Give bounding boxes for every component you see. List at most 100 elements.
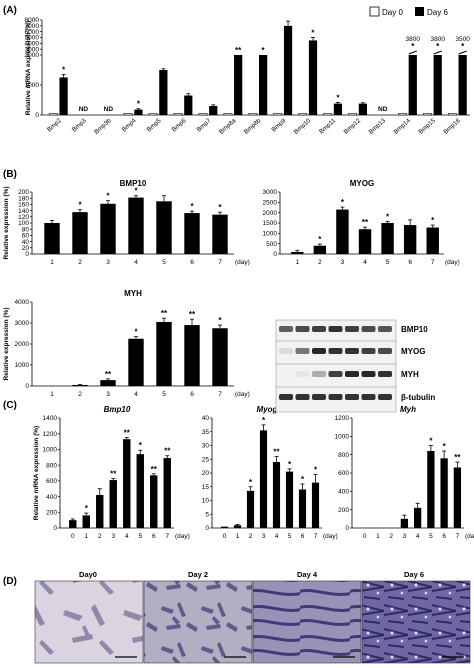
bar-day6 xyxy=(59,77,68,115)
y-tick-label: 800 xyxy=(338,452,349,459)
y-tick-label: 1000 xyxy=(25,82,40,89)
bar xyxy=(313,245,327,254)
bar-day6 xyxy=(283,25,293,115)
bar xyxy=(272,462,281,528)
bar xyxy=(311,482,320,528)
y-tick-label: 40 xyxy=(202,415,210,422)
x-category-label: Bmp3 xyxy=(71,117,88,134)
blot-band xyxy=(378,371,392,377)
blot-band xyxy=(295,348,310,354)
blot-band xyxy=(279,326,293,332)
x-tick-label: 5 xyxy=(288,533,292,540)
y-axis-label: Relative expression (%) xyxy=(3,187,10,260)
x-category-label: Bmp10 xyxy=(293,117,313,136)
x-category-label: Bmp8a xyxy=(218,117,238,136)
panel-b-myh-chart: 0 1000 2000 3000 4000 MYH Relative expression … xyxy=(3,289,250,398)
y-tick-label: 15 xyxy=(202,484,210,491)
significance-marker: * xyxy=(134,187,138,196)
chart-title: MYOG xyxy=(350,179,374,188)
x-tick-label: 3 xyxy=(111,533,115,540)
broken-bar-value: 3800 xyxy=(430,36,445,43)
significance-marker: * xyxy=(436,42,440,51)
bar xyxy=(220,526,229,528)
significance-marker: ** xyxy=(273,448,280,457)
x-tick-label: 2 xyxy=(318,259,322,266)
x-tick-label: 6 xyxy=(408,259,412,266)
x-tick-label: 6 xyxy=(190,259,194,266)
micrograph-label-day2: Day 2 xyxy=(188,570,208,579)
bar-day0 xyxy=(123,113,133,116)
x-tick-label: 1 xyxy=(376,533,380,540)
y-tick-label: 1200 xyxy=(43,431,58,438)
bar-day0 xyxy=(223,113,233,116)
bar-day6 xyxy=(209,106,218,115)
x-unit-label: (day) xyxy=(445,259,460,266)
significance-marker: * xyxy=(218,316,222,325)
axis-break-mark xyxy=(458,50,467,55)
significance-marker: * xyxy=(262,46,266,55)
bar-day6 xyxy=(159,70,168,115)
blot-band xyxy=(345,348,359,354)
legend-swatch-day0 xyxy=(369,6,380,17)
significance-marker: ** xyxy=(164,447,171,456)
y-tick-label: 160 xyxy=(18,202,29,209)
x-category-label: Bmp12 xyxy=(343,117,363,136)
x-tick-label: 1 xyxy=(236,533,240,540)
x-tick-label: 3 xyxy=(403,533,407,540)
y-tick-label: 180 xyxy=(18,195,29,202)
bar xyxy=(184,213,200,254)
x-unit-label: (day) xyxy=(175,533,190,540)
significance-marker: * xyxy=(443,442,447,451)
x-tick-label: 0 xyxy=(223,533,227,540)
y-tick-label: 4000 xyxy=(25,41,40,48)
x-tick-label: 5 xyxy=(162,391,166,398)
bar-day0 xyxy=(398,113,407,116)
x-category-label: Bmp7 xyxy=(196,117,213,134)
y-axis-label: Relative mRNA expression (%) xyxy=(33,426,40,520)
y-tick-label: 500 xyxy=(266,241,277,248)
y-axis-label: Relative mRNA expression (%) xyxy=(25,21,32,115)
bar-day0 xyxy=(148,113,158,116)
blot-band xyxy=(361,394,376,400)
nd-label: ND xyxy=(378,106,388,113)
broken-bar-value: 3500 xyxy=(455,36,470,43)
significance-marker: * xyxy=(318,235,322,244)
x-tick-label: 5 xyxy=(386,259,390,266)
blot-band xyxy=(378,348,392,354)
y-tick-label: 8000 xyxy=(25,17,40,24)
significance-marker: * xyxy=(190,202,194,211)
x-tick-label: 2 xyxy=(78,259,82,266)
x-unit-label: (day) xyxy=(235,259,250,266)
x-tick-label: 3 xyxy=(341,259,345,266)
bar-day6 xyxy=(308,40,318,115)
bar xyxy=(298,489,307,528)
y-tick-label: 600 xyxy=(46,478,57,485)
x-category-label: Bmp6 xyxy=(171,117,188,134)
y-tick-label: 3000 xyxy=(263,189,278,196)
bar xyxy=(427,451,435,528)
y-tick-label: 5000 xyxy=(25,35,40,42)
bar-day6 xyxy=(234,55,243,115)
y-tick-label: 0 xyxy=(25,251,29,258)
significance-marker: * xyxy=(429,437,433,446)
y-tick-label: 600 xyxy=(338,470,349,477)
bar-day0 xyxy=(173,113,183,116)
blot-band xyxy=(312,348,326,354)
bar xyxy=(123,439,131,528)
bar xyxy=(440,458,448,528)
bar-day0 xyxy=(248,113,258,116)
bar-day6 xyxy=(408,55,417,115)
chart-title: MYH xyxy=(124,289,142,298)
y-tick-label: 2000 xyxy=(263,210,278,217)
x-tick-label: 6 xyxy=(442,533,446,540)
y-tick-label: 2500 xyxy=(263,200,278,207)
panel-label-b: (B) xyxy=(3,169,17,180)
y-tick-label: 0 xyxy=(53,525,57,532)
significance-marker: * xyxy=(386,212,390,221)
bar xyxy=(184,325,200,386)
x-tick-label: 4 xyxy=(363,259,367,266)
y-tick-label: 1000 xyxy=(15,362,30,369)
x-category-label: Bmp16 xyxy=(442,117,462,136)
significance-marker: * xyxy=(311,29,315,38)
